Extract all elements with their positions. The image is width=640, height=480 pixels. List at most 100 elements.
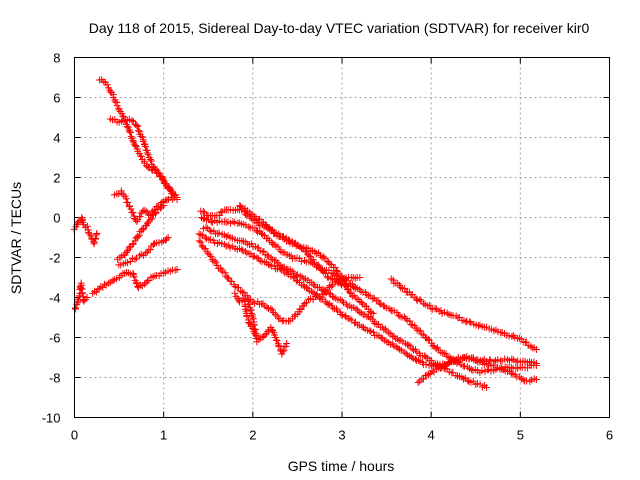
data-point	[93, 230, 101, 237]
data-point	[212, 259, 220, 267]
data-point	[337, 311, 345, 319]
data-point	[267, 254, 275, 262]
data-point	[83, 294, 91, 301]
data-point	[342, 300, 350, 308]
y-tick-label: 4	[53, 131, 60, 146]
data-point	[339, 299, 347, 307]
data-point	[336, 277, 344, 285]
data-point	[466, 318, 474, 326]
y-tick-label: 6	[53, 91, 60, 106]
series-track-m	[195, 237, 364, 325]
data-point	[141, 141, 149, 149]
data-point	[204, 250, 212, 258]
data-point	[140, 206, 148, 214]
data-point	[243, 292, 251, 300]
data-point	[420, 300, 428, 308]
data-point	[163, 235, 171, 243]
data-point	[458, 355, 466, 363]
data-point	[133, 218, 141, 226]
data-point	[243, 313, 251, 321]
data-point	[301, 256, 309, 264]
x-tick-label: 1	[160, 428, 167, 443]
data-point	[310, 281, 318, 289]
data-point	[527, 342, 535, 350]
series-track-f	[89, 266, 181, 297]
data-point	[402, 315, 410, 323]
data-point	[350, 283, 358, 291]
data-point	[288, 267, 296, 275]
data-point	[145, 218, 153, 226]
data-point	[429, 342, 437, 350]
data-point	[148, 215, 156, 223]
data-point	[131, 255, 139, 263]
series-track-q	[244, 297, 291, 358]
y-tick-label: -2	[49, 251, 61, 266]
data-point	[142, 207, 150, 215]
data-point	[249, 253, 257, 261]
data-point	[313, 290, 321, 298]
data-point	[346, 288, 354, 296]
data-point	[366, 327, 374, 335]
data-point	[100, 78, 108, 86]
x-tick-label: 5	[517, 428, 524, 443]
data-point	[195, 237, 203, 245]
data-point	[160, 202, 168, 209]
data-point	[329, 304, 337, 312]
data-point	[289, 273, 297, 281]
data-point	[127, 258, 135, 266]
data-point	[158, 238, 166, 246]
data-point	[308, 287, 316, 295]
data-point	[519, 376, 527, 384]
data-point	[307, 258, 315, 266]
data-point	[425, 371, 433, 379]
data-point	[164, 234, 172, 241]
data-point	[431, 304, 439, 312]
data-point	[124, 259, 132, 267]
data-point	[509, 332, 517, 340]
data-point	[326, 260, 334, 268]
data-point	[316, 294, 324, 302]
data-point	[74, 295, 82, 303]
data-point	[100, 280, 108, 288]
data-point	[253, 254, 261, 262]
data-point	[122, 195, 130, 203]
data-point	[406, 317, 414, 325]
data-point	[532, 360, 540, 367]
data-point	[405, 341, 413, 349]
data-point	[416, 295, 424, 303]
data-point	[474, 322, 482, 330]
data-point	[146, 246, 154, 254]
data-point	[532, 346, 540, 353]
data-point	[207, 217, 215, 225]
x-tick-label: 3	[338, 428, 345, 443]
data-point	[270, 228, 278, 236]
data-point	[240, 289, 248, 297]
data-point	[121, 269, 129, 277]
data-point	[276, 265, 284, 273]
data-point	[130, 273, 138, 281]
data-point	[162, 180, 170, 188]
data-point	[348, 280, 356, 288]
data-point	[77, 284, 85, 292]
data-point	[318, 254, 326, 262]
data-point	[282, 342, 290, 350]
data-point	[283, 340, 291, 347]
data-point	[245, 300, 253, 308]
data-point	[133, 123, 141, 131]
data-point	[119, 191, 127, 199]
data-point	[478, 367, 486, 375]
data-point	[165, 185, 173, 193]
data-point	[292, 277, 300, 285]
data-point	[217, 208, 225, 216]
data-point	[237, 287, 245, 295]
chart-title: Day 118 of 2015, Sidereal Day-to-day VTE…	[89, 20, 590, 36]
data-point	[78, 214, 86, 222]
data-point	[422, 353, 430, 361]
data-point	[158, 172, 166, 180]
data-point	[123, 247, 131, 255]
data-point	[261, 258, 269, 266]
data-point	[311, 248, 319, 256]
series-track-k	[236, 202, 540, 377]
data-point	[141, 142, 149, 150]
